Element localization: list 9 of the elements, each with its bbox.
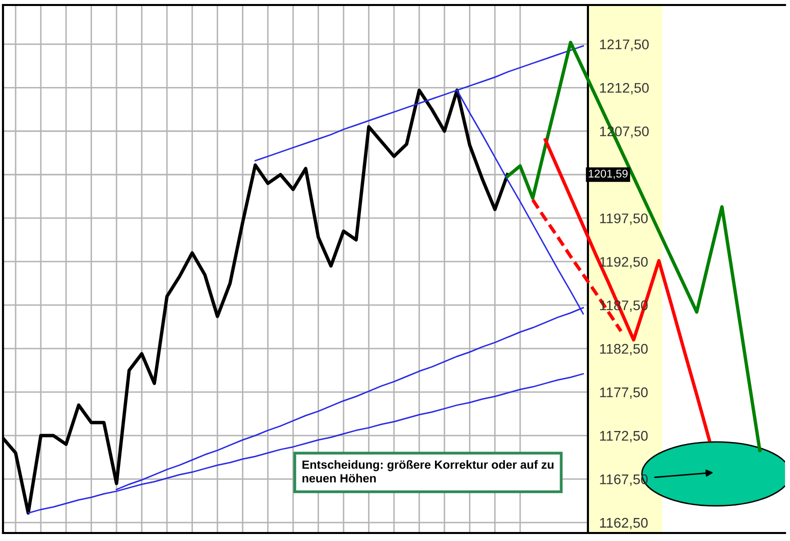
annotation: Entscheidung: größere Korrektur oder auf zu neuen Höhen (302, 460, 554, 482)
y-tick-label: 1182,50 (600, 344, 648, 356)
y-tick-label: 1217,50 (600, 39, 649, 51)
annotation: 1201,59 (588, 170, 628, 179)
y-tick-label: 1197,50 (600, 213, 648, 225)
y-tick-label: 1212,50 (600, 82, 649, 94)
y-tick-label: 1172,50 (600, 430, 648, 442)
y-tick-label: 1162,50 (600, 518, 648, 530)
y-tick-label: 1177,50 (600, 387, 648, 399)
